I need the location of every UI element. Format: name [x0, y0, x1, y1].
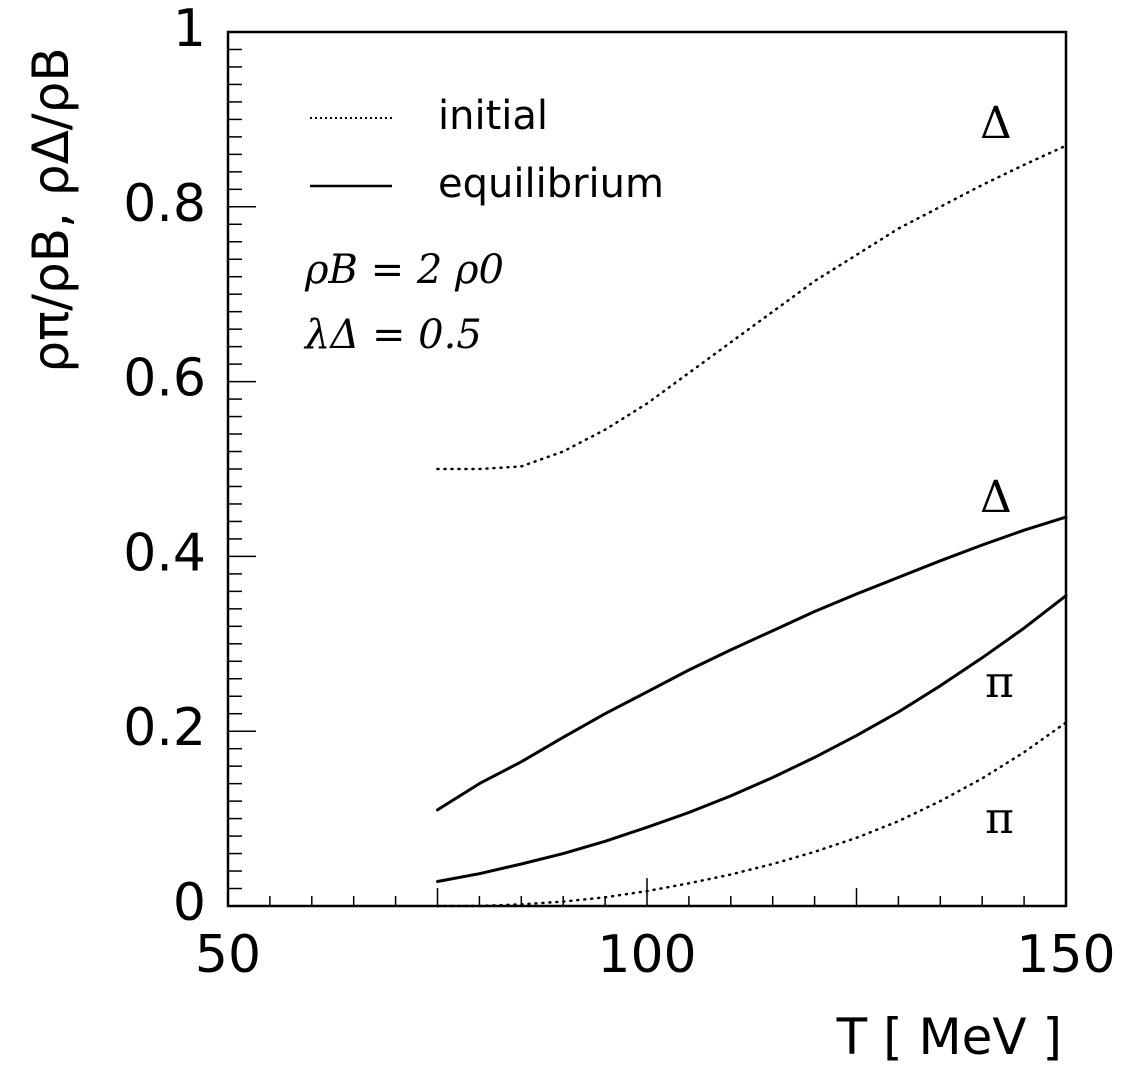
- annotation-rho-b: ρB = 2 ρ0: [304, 247, 504, 293]
- legend-initial-label: initial: [438, 93, 548, 139]
- y-tick-label: 0.8: [123, 174, 206, 234]
- series-line-3: [436, 721, 1068, 908]
- legend-equilibrium-label: equilibrium: [438, 161, 664, 207]
- series-label-delta-equilibrium: Δ: [980, 472, 1012, 523]
- series-label-delta-initial: Δ: [980, 98, 1012, 149]
- series-line-0: [436, 144, 1068, 471]
- series-line-1: [436, 515, 1068, 812]
- y-tick-label: 0.2: [123, 698, 206, 758]
- series-layer: [436, 144, 1068, 908]
- x-axis-title: T [ MeV ]: [836, 1008, 1062, 1066]
- legend: initial equilibrium: [310, 93, 664, 207]
- y-tick-label: 0: [173, 873, 206, 933]
- y-tick-label: 1: [173, 0, 206, 59]
- axis-ticks: [227, 31, 1067, 907]
- series-line-2: [436, 594, 1068, 883]
- y-axis-title: ρπ/ρB, ρΔ/ρB: [22, 47, 80, 372]
- x-tick-label: 150: [1016, 925, 1115, 985]
- series-label-pi-initial: π: [985, 793, 1014, 844]
- y-tick-label: 0.4: [123, 523, 206, 583]
- series-label-pi-equilibrium: π: [985, 657, 1014, 708]
- annotation-lambda-delta: λΔ = 0.5: [303, 312, 482, 358]
- y-tick-label: 0.6: [123, 349, 206, 409]
- x-tick-label: 50: [195, 925, 261, 985]
- x-tick-label: 100: [597, 925, 696, 985]
